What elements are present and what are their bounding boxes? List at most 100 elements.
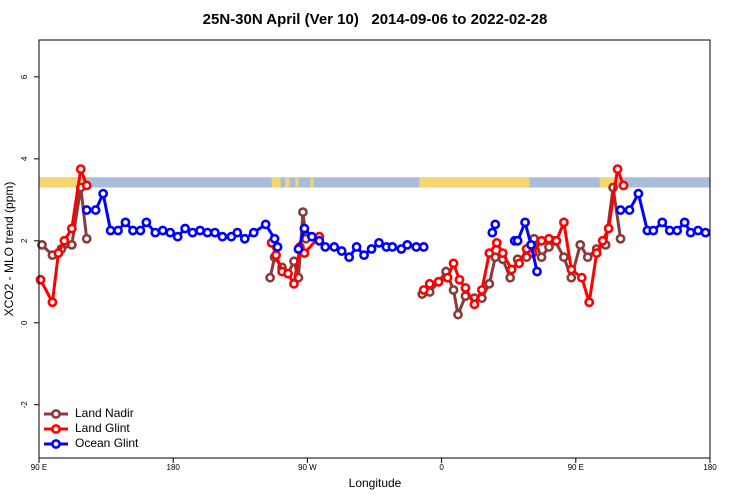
point — [576, 272, 587, 283]
point — [566, 264, 577, 275]
y-tick-label: 2 — [20, 238, 29, 243]
point — [544, 242, 554, 252]
x-tick-label: 90 E — [31, 463, 47, 472]
point — [239, 233, 250, 244]
point — [81, 180, 92, 191]
point — [526, 240, 536, 250]
point — [624, 205, 635, 215]
point — [299, 223, 310, 234]
point — [66, 240, 77, 250]
point — [612, 164, 623, 174]
point — [260, 219, 271, 230]
y-axis-label: XCO2 - MLO trend (ppm) — [2, 182, 16, 317]
point — [374, 237, 384, 248]
point — [487, 227, 498, 238]
point — [618, 180, 629, 191]
point — [269, 233, 280, 244]
point — [387, 242, 398, 252]
point — [490, 219, 501, 230]
point — [685, 227, 696, 238]
point — [520, 217, 531, 228]
legend-label: Land Nadir — [75, 406, 134, 420]
point — [157, 225, 168, 236]
point — [98, 188, 109, 199]
point — [536, 252, 547, 263]
point — [469, 299, 480, 310]
legend-label: Land Glint — [75, 421, 130, 435]
point — [460, 283, 471, 293]
point — [657, 217, 668, 228]
lines — [35, 164, 711, 320]
point — [180, 223, 191, 234]
point — [484, 248, 495, 258]
y-tick-label: -2 — [20, 401, 29, 409]
point — [693, 225, 703, 236]
point — [603, 223, 614, 234]
point — [448, 258, 459, 269]
y-tick-label: 6 — [20, 74, 29, 79]
point — [271, 250, 281, 261]
point — [187, 227, 198, 238]
x-tick-label: 180 — [167, 463, 181, 472]
point — [551, 235, 562, 246]
land-band — [295, 177, 299, 188]
point — [336, 246, 347, 256]
point — [298, 207, 308, 218]
point — [272, 242, 283, 252]
point — [59, 235, 70, 246]
point — [418, 242, 429, 252]
point — [615, 233, 626, 244]
point — [672, 225, 683, 236]
chart-title: 25N-30N April (Ver 10) 2014-09-06 to 202… — [203, 11, 548, 28]
point — [53, 248, 64, 258]
point — [232, 227, 243, 238]
point — [512, 235, 523, 246]
point — [448, 285, 459, 295]
point — [75, 164, 86, 174]
point — [615, 205, 626, 215]
point — [582, 252, 593, 263]
point — [536, 235, 547, 246]
point — [497, 248, 508, 258]
land-band — [39, 177, 83, 188]
point — [35, 274, 46, 285]
point — [248, 227, 259, 238]
point — [66, 223, 77, 234]
point — [47, 297, 58, 308]
point — [359, 250, 369, 261]
point — [679, 217, 690, 228]
point — [411, 242, 422, 252]
point — [476, 285, 487, 295]
legend-marker — [51, 439, 61, 449]
x-tick-label: 180 — [703, 463, 717, 472]
point — [37, 240, 47, 250]
point — [344, 252, 355, 263]
legend-label: Ocean Glint — [75, 436, 139, 450]
point — [293, 244, 304, 254]
point — [532, 266, 542, 277]
plot-frame — [38, 39, 711, 459]
point — [558, 252, 569, 263]
point — [442, 272, 453, 283]
point — [329, 242, 340, 252]
point — [566, 272, 577, 283]
point — [289, 278, 299, 289]
ocean-band — [39, 177, 710, 188]
land-band — [599, 177, 618, 188]
point — [120, 217, 131, 228]
point — [433, 276, 444, 287]
point — [633, 188, 644, 199]
land-band — [285, 177, 290, 188]
point — [105, 225, 116, 236]
point — [81, 205, 92, 215]
point — [150, 227, 161, 238]
x-axis-label: Longitude — [349, 476, 402, 490]
point — [591, 248, 602, 258]
point — [584, 297, 595, 308]
point — [210, 227, 220, 238]
point — [306, 231, 317, 242]
point — [320, 242, 331, 252]
point — [484, 278, 495, 289]
point — [202, 227, 213, 238]
